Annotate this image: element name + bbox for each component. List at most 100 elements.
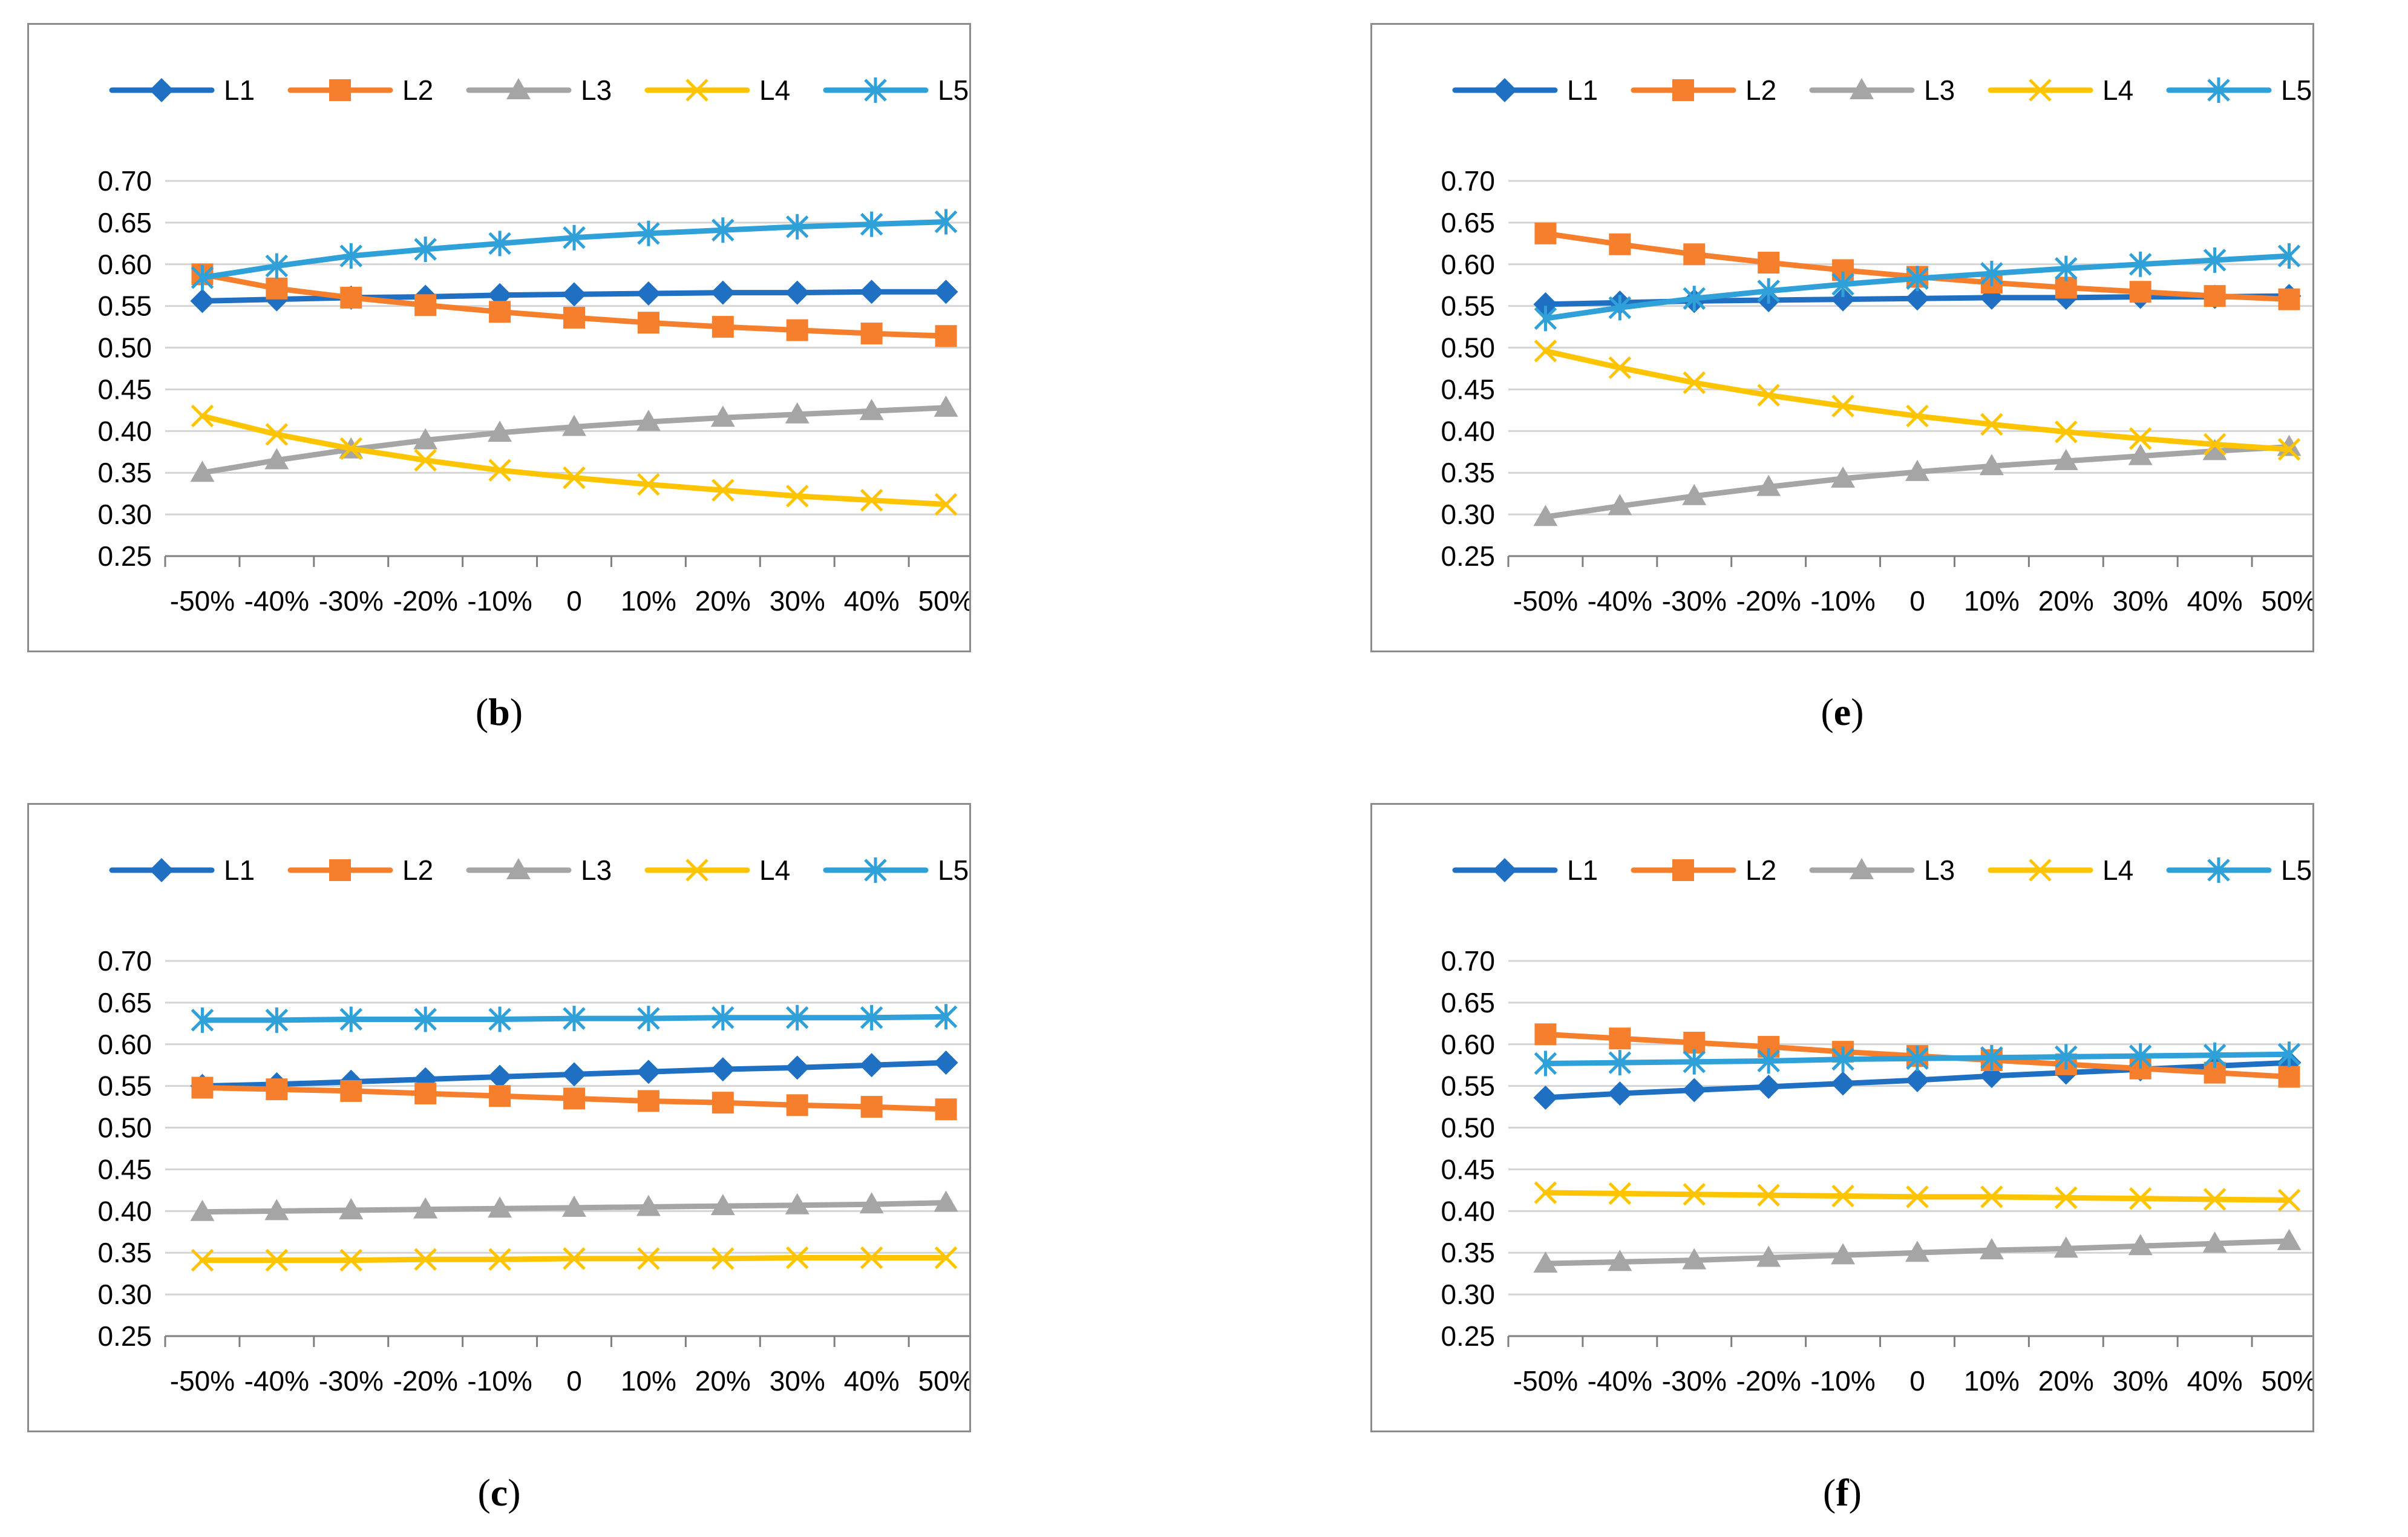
x-tick-label: -10% [467,585,532,617]
legend-marker-L2 [329,859,351,881]
series-L3 [190,1190,958,1221]
legend-label-L3: L3 [581,854,612,886]
data-point-L4 [860,1246,883,1270]
x-tick-label: -30% [1662,585,1727,617]
data-point-L4 [1608,356,1632,379]
y-tick-label: 0.45 [97,1153,152,1185]
data-point-L3 [264,1199,289,1221]
data-point-L4 [2277,438,2301,461]
data-point-L5 [785,1004,809,1031]
y-tick-label: 0.55 [1441,290,1495,322]
x-tick-label: -40% [1588,1365,1652,1397]
data-point-L3 [1682,1248,1707,1270]
y-tick-label: 0.70 [1441,165,1495,197]
data-point-L2 [2129,281,2151,303]
legend-marker-L1 [149,78,174,102]
x-tick-label: 20% [2038,585,2094,617]
x-tick-label: -40% [1588,585,1652,617]
y-tick-label: 0.40 [97,1195,152,1227]
data-point-L3 [1979,1238,2004,1260]
data-point-L5 [191,1007,214,1033]
data-point-L5 [1980,260,2003,286]
x-tick-label: 50% [2262,1365,2314,1397]
legend-marker-L2 [1672,79,1694,101]
data-point-L5 [1906,1046,1929,1072]
data-point-L5 [2128,251,2152,277]
y-tick-label: 0.60 [97,249,152,280]
data-point-L3 [2277,1228,2302,1250]
data-point-L3 [1831,1243,1856,1265]
x-tick-label: -30% [319,1365,384,1397]
legend-marker-L4 [685,79,708,102]
x-tick-label: 40% [844,585,900,617]
data-point-L2 [935,325,957,347]
legend-label-L1: L1 [1567,854,1598,886]
data-point-L4 [265,1248,289,1272]
x-tick-label: -50% [170,1365,235,1397]
legend: L1 L2 L3 L4 L5 [1452,74,2312,106]
data-point-L4 [934,1246,958,1270]
data-point-L4 [2203,1188,2226,1211]
x-tick-label: 0 [1909,585,1925,617]
data-point-L5 [934,1004,958,1030]
data-point-L3 [562,415,586,436]
y-tick-label: 0.30 [97,499,152,530]
x-tick-label: 20% [695,1365,751,1397]
legend-marker-L5 [864,77,887,103]
data-point-L5 [339,1006,363,1032]
x-tick-label: 0 [566,1365,582,1397]
y-tick-label: 0.40 [97,415,152,447]
data-point-L5 [191,264,214,290]
caption-c: (c) [477,1471,521,1514]
legend-marker-L4 [685,859,708,882]
data-point-L1 [488,1064,512,1089]
data-point-L4 [1757,1184,1780,1207]
data-point-L1 [1831,287,1856,312]
data-point-L2 [860,1096,883,1118]
x-tick-label: -20% [1736,1365,1801,1397]
legend-marker-L3 [1850,858,1874,879]
legend-label-L1: L1 [224,74,255,106]
x-tick-label: -30% [1662,1365,1727,1397]
data-point-L1 [1608,1081,1632,1106]
series-line-L4 [1542,348,2292,453]
y-tick-label: 0.60 [1441,1029,1495,1060]
chart-panel-c: L1 L2 L3 L4 L5 0.70 0.65 0.60 0.55 0.50 0.45 0.40 0.… [27,803,971,1432]
data-point-L1 [859,1053,884,1078]
x-tick-label: -20% [393,1365,457,1397]
data-point-L4 [191,404,214,428]
x-tick-label: -10% [1810,1365,1875,1397]
data-point-L3 [1756,474,1781,496]
data-point-L3 [636,410,661,431]
data-point-L4 [339,437,363,460]
data-point-L1 [710,1057,735,1082]
x-tick-label: -50% [1513,585,1578,617]
legend-marker-L3 [506,78,531,99]
data-point-L4 [563,1247,586,1270]
data-point-L3 [488,421,512,442]
data-point-L4 [1980,413,2003,436]
series-L4 [191,1246,958,1272]
x-tick-label: 50% [918,1365,971,1397]
data-point-L3 [636,1195,661,1216]
x-tick-label: -40% [244,1365,309,1397]
x-tick-label: -10% [1810,585,1875,617]
x-tick-label: 50% [918,585,971,617]
legend-label-L4: L4 [759,854,790,886]
y-tick-label: 0.35 [1441,457,1495,488]
y-tick-label: 0.65 [1441,207,1495,238]
data-point-L1 [1905,1068,1929,1093]
data-point-L3 [413,1197,438,1219]
series-L4 [1534,339,2301,461]
caption-e: (e) [1821,690,1864,733]
y-tick-label: 0.50 [97,1112,152,1144]
data-point-L1 [636,281,661,306]
data-point-L4 [488,1248,511,1271]
legend-marker-L4 [2029,79,2052,102]
legend-label-L5: L5 [2281,74,2312,106]
data-point-L2 [489,301,511,323]
data-point-L5 [2277,243,2301,269]
data-point-L3 [1905,459,1929,481]
y-tick-label: 0.55 [97,1070,152,1102]
x-tick-label: 30% [770,585,825,617]
